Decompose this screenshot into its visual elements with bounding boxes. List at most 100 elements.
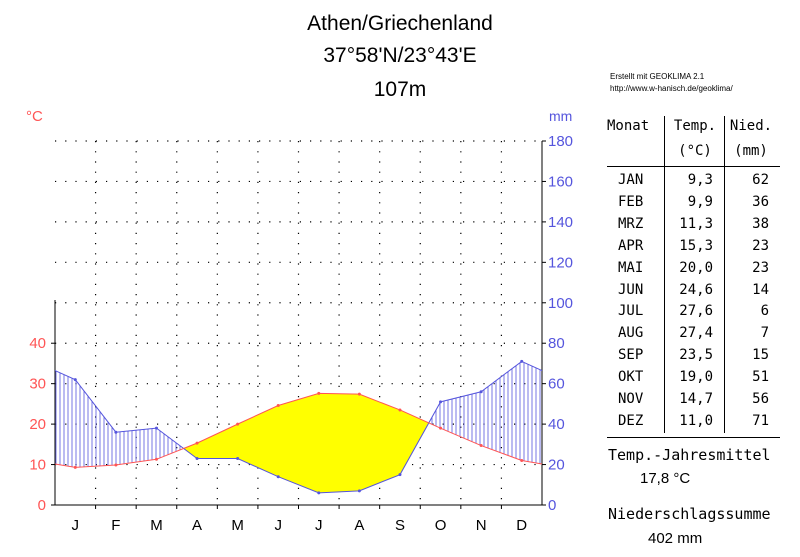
table-cell-prec: 6 (760, 303, 769, 320)
table-cell-month: APR (618, 237, 644, 254)
table-cell-prec: 38 (752, 215, 769, 232)
month-label: S (395, 517, 405, 534)
table-cell-month: OKT (618, 369, 644, 386)
table-cell-prec: 14 (752, 281, 769, 298)
temperature-point (276, 404, 280, 408)
annual-temp-label: Temp.-Jahresmittel (608, 446, 771, 464)
month-label: D (516, 517, 527, 534)
arid-area (277, 392, 320, 494)
header-temp-unit: (°C) (678, 143, 712, 159)
temperature-point (520, 459, 524, 463)
right-tick-label: 20 (548, 457, 565, 474)
right-tick-label: 60 (548, 376, 565, 393)
right-tick-label: 80 (548, 335, 565, 352)
temperature-point (317, 391, 321, 395)
table-cell-month: JAN (618, 172, 644, 188)
table-cell-month: NOV (618, 391, 644, 407)
temperature-point (479, 444, 483, 448)
arid-area (399, 409, 430, 476)
left-axis-unit: °C (26, 108, 43, 125)
table-divider-1 (664, 116, 665, 433)
left-tick-label: 40 (29, 335, 46, 352)
table-cell-month: JUN (618, 281, 644, 298)
precipitation-point (236, 456, 240, 460)
table-cell-temp: 27,4 (679, 325, 713, 342)
table-cell-temp: 11,3 (679, 215, 713, 232)
month-label: J (274, 517, 282, 534)
right-tick-label: 100 (548, 295, 573, 312)
table-cell-temp: 9,3 (687, 172, 713, 188)
precipitation-point (317, 491, 321, 495)
temperature-line (54, 392, 543, 468)
left-tick-label: 30 (29, 376, 46, 393)
table-cell-prec: 15 (752, 347, 769, 364)
right-tick-label: 0 (548, 497, 556, 514)
table-cell-temp: 15,3 (679, 237, 713, 254)
credit-line-2: http://www.w-hanisch.de/geoklima/ (610, 84, 733, 93)
table-cell-temp: 14,7 (679, 391, 713, 407)
precipitation-line (54, 360, 543, 494)
precipitation-point (154, 426, 158, 430)
month-label: A (354, 517, 364, 534)
table-cell-temp: 19,0 (679, 369, 713, 386)
table-cell-prec: 36 (752, 193, 769, 210)
annual-prec-label: Niederschlagssumme (608, 505, 771, 523)
left-tick-label: 0 (38, 497, 46, 514)
precipitation-point (479, 390, 483, 394)
precipitation-point (520, 359, 524, 363)
table-cell-temp: 23,5 (679, 347, 713, 364)
left-tick-label: 10 (29, 457, 46, 474)
table-divider-2 (724, 116, 725, 433)
right-tick-label: 160 (548, 173, 573, 190)
table-cell-prec: 51 (752, 369, 769, 386)
month-label: J (315, 517, 323, 534)
table-cell-prec: 23 (752, 259, 769, 276)
precipitation-point (114, 430, 118, 434)
arid-area (318, 393, 360, 494)
month-label: J (72, 517, 80, 534)
arid-area (196, 423, 238, 459)
right-tick-label: 180 (548, 133, 573, 150)
header-temp: Temp. (673, 118, 717, 134)
temperature-point (195, 441, 199, 445)
precipitation-point (357, 489, 361, 493)
header-prec-unit: (mm) (734, 143, 768, 159)
temperature-point (236, 422, 240, 426)
right-tick-label: 140 (548, 214, 573, 231)
table-cell-prec: 71 (752, 412, 769, 429)
table-cell-prec: 7 (760, 325, 769, 342)
table-cell-temp: 27,6 (679, 303, 713, 320)
precipitation-point (276, 475, 280, 479)
table-cell-temp: 11,0 (679, 412, 713, 429)
header-month: Monat (607, 118, 650, 134)
credit-line-1: Erstellt mit GEOKLIMA 2.1 (610, 72, 705, 81)
table-cell-temp: 20,0 (679, 259, 713, 276)
table-header-rule (607, 166, 780, 167)
month-label: M (150, 517, 163, 534)
precipitation-point (195, 456, 199, 460)
month-label: F (111, 517, 120, 534)
left-tick-label: 20 (29, 416, 46, 433)
table-cell-month: AUG (618, 325, 644, 342)
month-label: O (435, 517, 447, 534)
temperature-point (398, 408, 402, 412)
table-cell-month: MRZ (618, 215, 644, 232)
right-tick-label: 40 (548, 416, 565, 433)
annual-temp-value: 17,8 °C (640, 470, 691, 487)
table-cell-month: JUL (618, 303, 644, 320)
temperature-point (439, 426, 443, 430)
annual-prec-value: 402 mm (648, 530, 703, 547)
right-tick-label: 120 (548, 254, 573, 271)
right-axis-unit: mm (549, 108, 572, 124)
table-cell-prec: 56 (752, 391, 769, 407)
table-bottom-rule (607, 437, 780, 438)
month-label: A (192, 517, 202, 534)
station-coordinates: 37°58'N/23°43'E (323, 44, 477, 67)
month-label: M (231, 517, 244, 534)
arid-area (359, 393, 401, 492)
month-label: N (476, 517, 487, 534)
station-elevation: 107m (373, 78, 427, 101)
arid-area (237, 405, 279, 478)
table-cell-prec: 23 (752, 237, 769, 254)
table-cell-month: MAI (618, 259, 644, 276)
